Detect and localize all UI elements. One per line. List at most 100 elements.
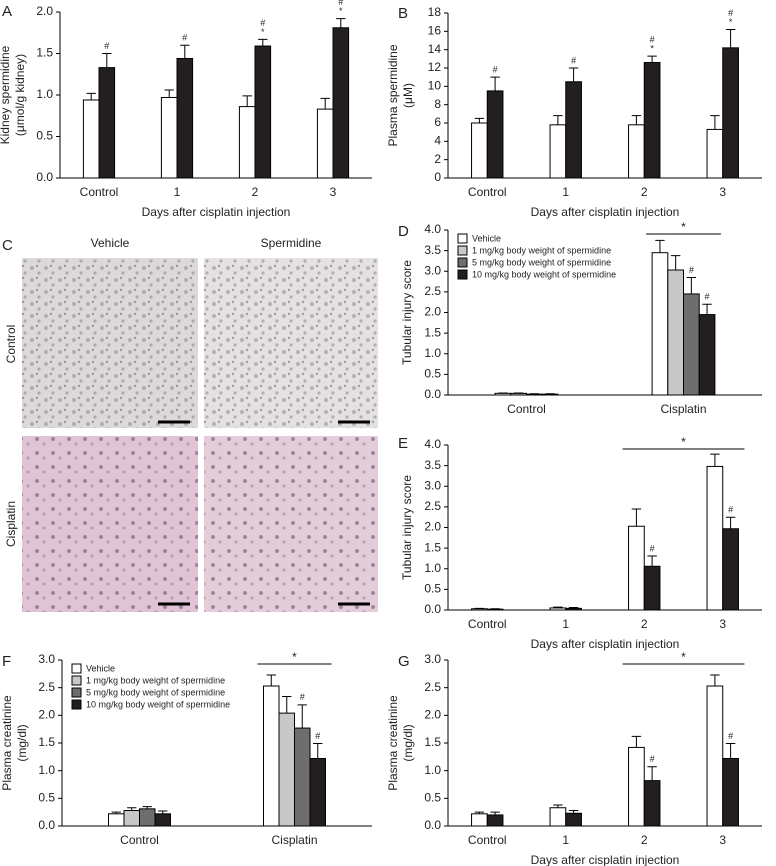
y-axis-label: Tubular injury score — [400, 475, 414, 580]
x-tick-label: Cisplatin — [660, 402, 706, 416]
significance-marker: * — [729, 17, 733, 27]
bar — [263, 685, 280, 827]
bar — [643, 62, 661, 179]
x-tick-label: Control — [468, 185, 507, 199]
error-bar — [86, 92, 96, 100]
y-tick-label: 0 — [434, 170, 441, 184]
y-tick-label: 0.5 — [424, 367, 441, 381]
bar — [294, 727, 311, 827]
y-tick-label: 1.5 — [38, 735, 55, 749]
error-bar — [266, 674, 276, 687]
x-tick-label: Control — [120, 833, 159, 847]
error-bar — [313, 743, 323, 759]
bar — [98, 67, 116, 179]
significance-marker: # — [728, 8, 733, 18]
significance-marker: * — [261, 27, 265, 37]
significance-marker: * — [650, 43, 654, 53]
error-bar — [725, 516, 736, 529]
panel-letter: C — [2, 237, 13, 254]
error-bar — [320, 97, 330, 110]
y-tick-label: 0.5 — [424, 582, 441, 596]
significance-marker: # — [650, 34, 655, 44]
error-bar — [631, 115, 642, 125]
error-bar — [647, 555, 657, 567]
y-tick-label: 3.5 — [424, 243, 441, 257]
error-bar — [282, 696, 292, 714]
bar — [238, 106, 256, 179]
error-bar — [336, 18, 346, 28]
y-tick-label: 0.0 — [424, 818, 441, 832]
y-tick-label: 3.0 — [424, 652, 441, 666]
bar — [486, 608, 504, 611]
bar — [722, 47, 739, 179]
significance-marker: # — [650, 754, 655, 764]
error-bar — [258, 38, 268, 47]
y-tick-label: 2.0 — [424, 305, 441, 319]
x-axis-label: Days after cisplatin injection — [531, 637, 680, 651]
y-axis-label: Plasma spermidine — [386, 44, 400, 146]
bar — [549, 607, 567, 611]
significance-marker: # — [705, 292, 710, 302]
error-bar — [164, 89, 174, 98]
significance-marker: * — [339, 6, 343, 16]
y-tick-label: 10 — [428, 79, 442, 93]
bar — [565, 607, 582, 611]
legend-swatch — [71, 675, 82, 686]
x-tick-label: 2 — [641, 617, 648, 631]
significance-marker: # — [104, 41, 109, 51]
error-bar — [702, 303, 712, 315]
y-tick-label: 16 — [428, 24, 442, 38]
y-tick-label: 0.5 — [424, 791, 441, 805]
bar — [510, 392, 527, 396]
x-axis-label: Days after cisplatin injection — [142, 205, 291, 219]
significance-marker: # — [728, 731, 733, 741]
bar — [651, 252, 669, 396]
significance-marker: # — [260, 18, 265, 28]
legend-swatch — [457, 257, 468, 268]
error-bar — [710, 453, 720, 467]
error-bar — [297, 704, 307, 729]
bracket-label: * — [681, 220, 686, 234]
y-tick-label: 1.5 — [424, 735, 441, 749]
y-axis-label: Tubular injury score — [400, 260, 414, 365]
bracket-label: * — [681, 435, 686, 449]
x-axis-label: Days after cisplatin injection — [531, 853, 680, 866]
bar — [123, 810, 140, 827]
bar — [526, 393, 543, 396]
bar — [176, 57, 194, 179]
column-label: Vehicle — [91, 236, 130, 250]
legend-label: 1 mg/kg body weight of spermidine — [86, 675, 225, 685]
x-tick-label: 1 — [562, 185, 569, 199]
x-tick-label: 1 — [562, 833, 569, 847]
bar — [722, 528, 739, 611]
y-tick-label: 4 — [434, 134, 441, 148]
y-tick-label: 1.0 — [424, 763, 441, 777]
legend-label: 5 mg/kg body weight of spermidine — [86, 687, 225, 697]
x-tick-label: Control — [468, 617, 507, 631]
bar — [698, 314, 716, 396]
error-bar — [474, 117, 485, 123]
bar — [549, 807, 567, 827]
y-tick-label: 14 — [428, 42, 442, 56]
y-tick-label: 1.0 — [36, 87, 53, 101]
bar — [628, 124, 645, 179]
x-tick-label: 3 — [330, 185, 337, 199]
bar — [160, 96, 178, 179]
bar — [254, 45, 272, 179]
y-tick-label: 3.0 — [38, 652, 55, 666]
panel-letter: G — [398, 653, 410, 670]
bracket-label: * — [292, 650, 297, 664]
error-bar — [142, 806, 152, 809]
y-axis-label: Plasma creatinine — [386, 695, 400, 791]
y-tick-label: 12 — [428, 60, 442, 74]
bar — [154, 813, 171, 827]
micrograph-texture — [204, 436, 378, 612]
bar — [549, 124, 567, 179]
y-tick-label: 2.5 — [424, 499, 441, 513]
y-tick-label: 4.0 — [424, 222, 441, 236]
x-tick-label: Control — [507, 402, 546, 416]
error-bar — [631, 508, 642, 527]
significance-marker: # — [728, 505, 733, 515]
error-bar — [490, 76, 500, 91]
legend-swatch — [71, 699, 82, 710]
